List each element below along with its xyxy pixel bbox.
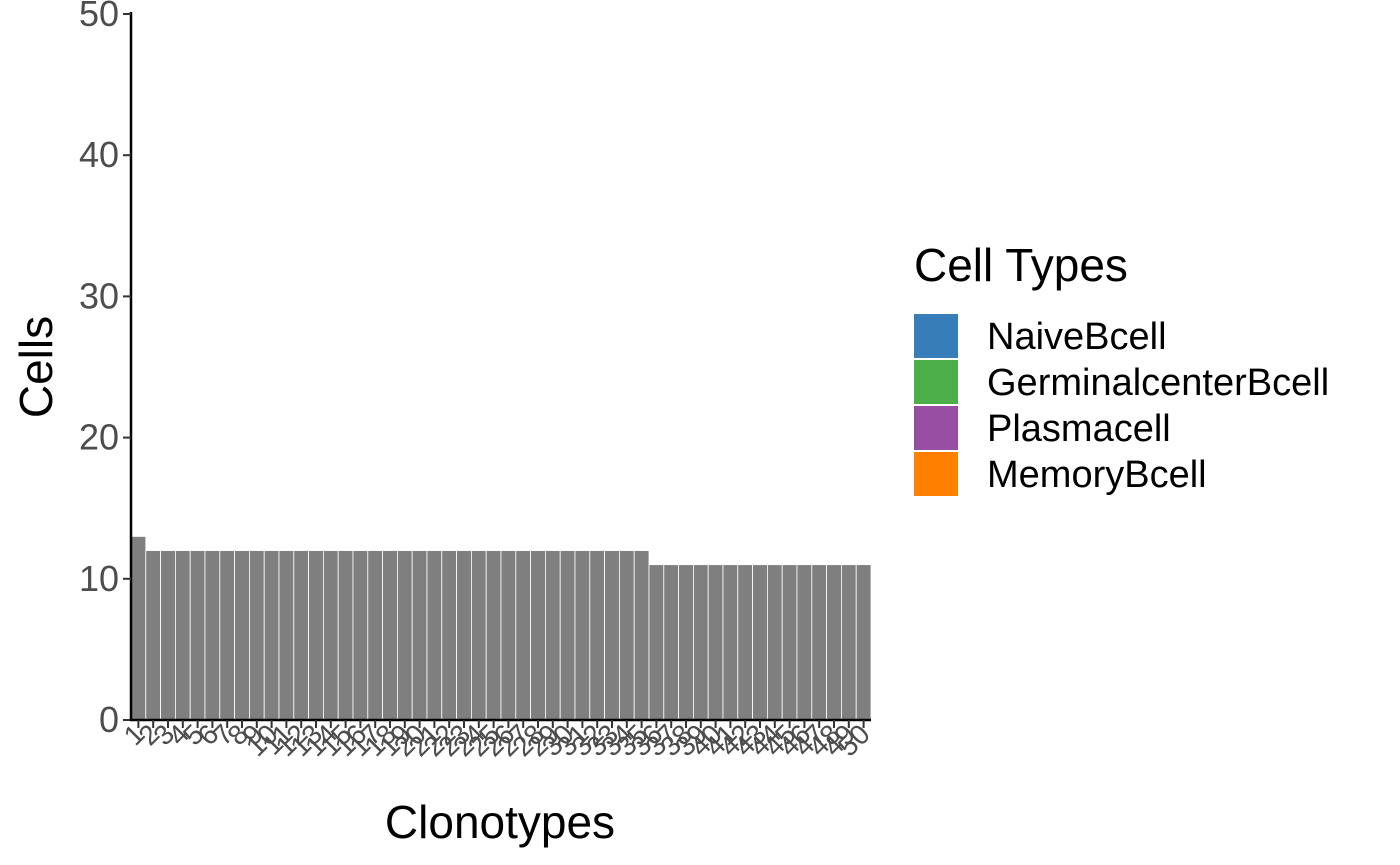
legend: Cell Types NaiveBcellGerminalcenterBcell…	[914, 239, 1329, 496]
bar-18	[382, 550, 398, 721]
legend-swatch-MemoryBcell	[914, 452, 958, 496]
bar-15	[337, 550, 354, 721]
bar-20	[411, 550, 428, 721]
bar-4	[174, 550, 191, 721]
bar-3	[160, 550, 176, 721]
bar-17	[367, 550, 383, 721]
bar-24	[470, 550, 487, 721]
bar-49	[841, 564, 857, 721]
bar-39	[693, 564, 709, 721]
legend-label-GerminalcenterBcell: GerminalcenterBcell	[987, 362, 1329, 404]
bar-50	[855, 564, 872, 721]
x-axis: 1234567891011121314151617181920212223242…	[118, 718, 876, 762]
bar-5	[189, 550, 206, 721]
bar-14	[322, 550, 339, 721]
y-tick-label: 40	[79, 134, 119, 175]
bar-8	[234, 550, 250, 721]
bar-33	[604, 550, 620, 721]
bar-32	[589, 550, 605, 721]
y-axis: 0 10 20 30 40 50	[79, 0, 133, 740]
bar-6	[204, 550, 221, 721]
bar-35	[633, 550, 650, 721]
bar-22	[441, 550, 457, 721]
legend-swatch-Plasmacell	[914, 406, 958, 450]
x-axis-title: Clonotypes	[385, 796, 615, 848]
bar-9	[248, 550, 265, 721]
bar-45	[781, 564, 798, 721]
bar-11	[278, 550, 295, 721]
bar-25	[485, 550, 502, 721]
bar-37	[663, 564, 679, 721]
y-tick-label: 30	[79, 275, 119, 316]
bar-40	[707, 564, 724, 721]
y-tick-label: 0	[99, 699, 119, 740]
bar-38	[678, 564, 694, 721]
bars-group	[130, 536, 872, 721]
bar-36	[648, 564, 665, 721]
bar-44	[767, 564, 783, 721]
bar-34	[619, 550, 635, 721]
legend-swatch-NaiveBcell	[914, 314, 958, 358]
bar-1	[130, 536, 147, 721]
bar-16	[352, 550, 369, 721]
bar-2	[145, 550, 162, 721]
bar-12	[293, 550, 309, 721]
bar-42	[737, 564, 753, 721]
bar-48	[826, 564, 842, 721]
bar-47	[811, 564, 827, 721]
y-tick-label: 50	[79, 0, 119, 34]
legend-label-Plasmacell: Plasmacell	[987, 408, 1171, 450]
legend-title: Cell Types	[914, 239, 1128, 291]
bar-30	[559, 550, 576, 721]
bar-21	[426, 550, 443, 721]
bar-43	[752, 564, 768, 721]
legend-label-MemoryBcell: MemoryBcell	[987, 454, 1207, 496]
bar-31	[574, 550, 591, 721]
bar-41	[722, 564, 739, 721]
legend-swatch-GerminalcenterBcell	[914, 360, 958, 404]
bar-46	[796, 564, 813, 721]
bar-29	[545, 550, 561, 721]
bar-28	[530, 550, 546, 721]
y-tick-label: 10	[79, 558, 119, 599]
bar-23	[456, 550, 472, 721]
legend-label-NaiveBcell: NaiveBcell	[987, 316, 1167, 358]
bar-26	[500, 550, 517, 721]
bar-19	[396, 550, 413, 721]
bar-10	[263, 550, 280, 721]
y-tick-label: 20	[79, 417, 119, 458]
bar-7	[219, 550, 236, 721]
bar-13	[308, 550, 324, 721]
bar-27	[515, 550, 531, 721]
y-axis-title: Cells	[10, 316, 62, 418]
